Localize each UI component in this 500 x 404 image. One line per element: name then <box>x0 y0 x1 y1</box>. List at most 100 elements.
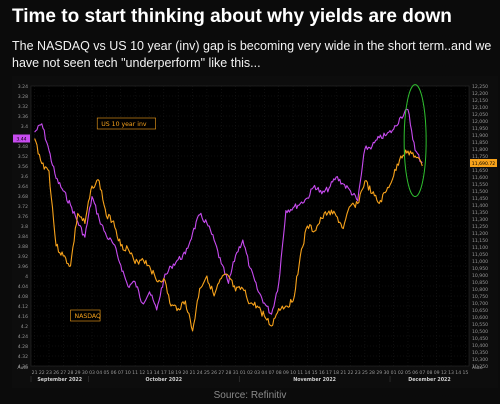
x-axis-day-label: 23 <box>46 370 52 376</box>
right-axis-tick-label: 10,650 <box>472 308 488 314</box>
right-end-tag-text: 11,690.72 <box>472 161 495 167</box>
left-end-tag-bg <box>13 134 30 143</box>
right-axis-tick-label: 10,950 <box>472 266 488 272</box>
left-axis-tick-label: 3.64 <box>18 184 28 190</box>
right-axis-tick-label: 11,600 <box>472 175 488 181</box>
x-axis-day-label: 14 <box>154 370 160 376</box>
right-axis-tick-label: 11,350 <box>472 210 488 216</box>
annotation-us10y-text: US 10 year inv <box>101 121 147 128</box>
x-axis-day-label: 21 <box>340 370 346 376</box>
chart-frame: 3.24 3.28 3.32 3.36 3.4 3.443.48 3.52 3.56 3.6 3.… <box>12 76 498 388</box>
left-axis-tick-label: 3.36 <box>18 114 28 120</box>
left-axis-tick-label: 3.92 <box>18 254 28 260</box>
x-axis-day-label: 17 <box>161 370 167 376</box>
right-axis-tick-label: 11,500 <box>472 189 488 195</box>
x-axis-day-label: 06 <box>412 370 418 376</box>
x-axis-day-label: 10 <box>125 370 131 376</box>
x-axis-day-label: 08 <box>427 370 433 376</box>
right-axis-tick-label: 12,100 <box>472 105 488 111</box>
x-axis-day-label: 13 <box>448 370 454 376</box>
x-axis-day-label: 24 <box>197 370 203 376</box>
left-axis-tick-label: 3.4 <box>21 124 28 130</box>
right-axis-tick-label: 11,200 <box>472 231 488 237</box>
x-axis-day-label: 22 <box>348 370 354 376</box>
x-axis-day-label: 27 <box>218 370 224 376</box>
source-note: Source: Refinitiv <box>213 390 287 401</box>
x-axis-day-label: 23 <box>355 370 361 376</box>
x-axis-day-label: 26 <box>211 370 217 376</box>
left-axis-tick-label: 3.6 <box>21 174 28 180</box>
x-axis-day-label: 09 <box>434 370 440 376</box>
x-axis-day-label: 11 <box>297 370 303 376</box>
x-axis-day-label: 12 <box>139 370 145 376</box>
right-axis-tick-label: 11,900 <box>472 133 488 139</box>
annotation-nasdaq-text: NASDAQ <box>74 313 101 320</box>
left-axis-tick-label: 4 <box>25 274 28 280</box>
right-axis-tick-label: 10,500 <box>472 329 488 335</box>
right-axis-auto-label: Auto <box>472 365 483 371</box>
right-axis-tick-label: 12,250 <box>472 84 488 90</box>
right-axis-tick-label: 12,200 <box>472 91 488 97</box>
x-axis-day-label: 17 <box>326 370 332 376</box>
right-axis-tick-label: 10,750 <box>472 294 488 300</box>
x-axis-day-label: 19 <box>175 370 181 376</box>
right-axis-tick-label: 11,750 <box>472 154 488 160</box>
x-axis-day-label: 06 <box>111 370 117 376</box>
x-axis-day-label: 21 <box>190 370 196 376</box>
x-axis-day-label: 05 <box>103 370 109 376</box>
x-axis-day-label: 31 <box>233 370 239 376</box>
right-axis-tick-label: 11,850 <box>472 140 488 146</box>
x-axis-day-label: 07 <box>269 370 275 376</box>
x-axis-day-label: 18 <box>333 370 339 376</box>
left-end-tag: 3.44 <box>13 134 30 143</box>
x-axis-day-label: 14 <box>455 370 461 376</box>
right-axis-tick-label: 10,350 <box>472 350 488 356</box>
left-axis-tick-label: 3.72 <box>18 204 28 210</box>
right-axis-tick-label: 10,400 <box>472 343 488 349</box>
grid-lines <box>31 85 469 367</box>
x-axis-month-label: November 2022 <box>293 377 336 383</box>
x-axis-day-label: 27 <box>60 370 66 376</box>
x-axis-day-label: 30 <box>383 370 389 376</box>
left-axis-tick-label: 4.04 <box>18 284 28 290</box>
right-axis-tick-label: 12,150 <box>472 98 488 104</box>
x-axis-day-label: 03 <box>254 370 260 376</box>
right-axis-tick-label: 10,600 <box>472 315 488 321</box>
right-axis-tick-label: 11,250 <box>472 224 488 230</box>
right-axis-tick-label: 11,150 <box>472 238 488 244</box>
x-axis-day-label: 09 <box>283 370 289 376</box>
x-axis-day-label: 07 <box>118 370 124 376</box>
annotation-nasdaq-box <box>70 309 101 322</box>
right-axis-tick-label: 11,050 <box>472 252 488 258</box>
x-axis-day-label: 15 <box>312 370 318 376</box>
x-axis-day-label: 14 <box>305 370 311 376</box>
left-axis-tick-label: 3.28 <box>18 94 28 100</box>
right-axis-tick-label: 12,000 <box>472 119 488 125</box>
x-axis-day-label: 01 <box>391 370 397 376</box>
x-axis-day-label: 11 <box>132 370 138 376</box>
left-axis-tick-label: 4.32 <box>18 354 28 360</box>
right-axis-tick-label: 11,950 <box>472 126 488 132</box>
x-axis-month-label: September 2022 <box>37 377 82 383</box>
x-axis-day-label: 02 <box>398 370 404 376</box>
right-axis-tick-label: 10,450 <box>472 336 488 342</box>
x-axis-day-label: 16 <box>319 370 325 376</box>
x-axis: 21 22 23 26 27 28 29 30 03 04 05 06 07 10 11 12 13 14 17 18… <box>30 370 468 383</box>
right-end-tag-bg <box>470 159 497 167</box>
x-axis-day-label: 21 <box>32 370 38 376</box>
x-axis-day-label: 28 <box>68 370 74 376</box>
yields-vs-nasdaq-chart: 3.24 3.28 3.32 3.36 3.4 3.443.48 3.52 3.56 3.6 3.… <box>13 84 497 383</box>
x-axis-day-label: 26 <box>53 370 59 376</box>
left-axis-tick-label: 3.24 <box>18 84 28 90</box>
annotation-us10y-box <box>96 117 156 130</box>
left-axis-tick-label: 4.36 <box>18 364 28 370</box>
left-axis-tick-label: 3.52 <box>18 154 28 160</box>
right-axis-tick-label: 11,100 <box>472 245 488 251</box>
left-end-tag-text: 3.44 <box>16 137 26 143</box>
right-axis-tick-label: 10,850 <box>472 280 488 286</box>
page-subtitle: The NASDAQ vs US 10 year (inv) gap is be… <box>12 39 492 70</box>
right-end-tag: 11,690.72 <box>470 159 497 167</box>
left-axis-tick-label: 3.88 <box>18 244 28 250</box>
left-axis-tick-label: 4.12 <box>18 304 28 310</box>
right-axis: 12,25012,20012,15012,10012,05012,00011,9… <box>472 84 488 371</box>
